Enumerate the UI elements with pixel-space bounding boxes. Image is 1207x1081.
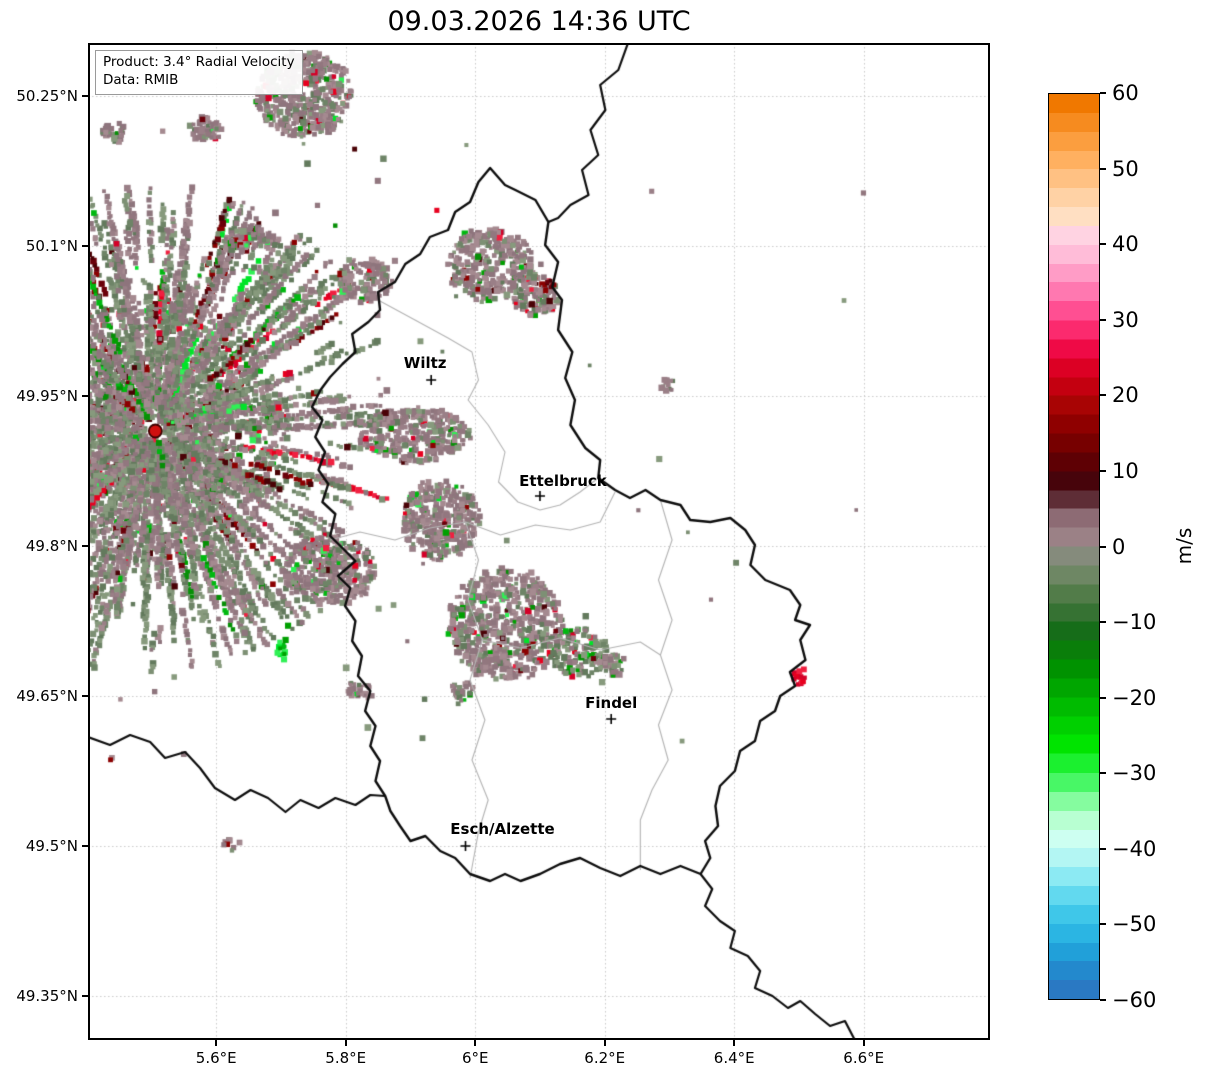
x-tick-label: 6.4°E: [713, 1049, 755, 1067]
colorbar-tick-mark: [1100, 847, 1106, 850]
colorbar-tick-label: −30: [1112, 761, 1157, 786]
colorbar-tick-label: −20: [1112, 685, 1157, 710]
colorbar-tick-label: 0: [1112, 534, 1126, 559]
colorbar-tick-label: 20: [1112, 383, 1139, 408]
product-info-box: Product: 3.4° Radial Velocity Data: RMIB: [95, 50, 303, 95]
x-tick-label: 5.8°E: [325, 1049, 367, 1067]
city-label: Wiltz: [403, 354, 447, 372]
colorbar-tick-mark: [1100, 621, 1106, 624]
timestamp-title: 09.03.2026 14:36 UTC: [387, 6, 691, 37]
colorbar-tick-label: 30: [1112, 307, 1139, 332]
colorbar-tick-label: −50: [1112, 912, 1157, 937]
colorbar-tick-mark: [1100, 243, 1106, 246]
colorbar-tick-mark: [1100, 696, 1106, 699]
x-tick-label: 5.6°E: [195, 1049, 237, 1067]
x-tick-mark: [344, 1040, 347, 1046]
colorbar-tick-label: −10: [1112, 610, 1157, 635]
y-tick-label: 49.65°N: [16, 687, 78, 705]
x-tick-mark: [862, 1040, 865, 1046]
colorbar-tick-label: 40: [1112, 232, 1139, 257]
colorbar-tick-mark: [1100, 469, 1106, 472]
city-label: Ettelbruck: [519, 472, 607, 490]
y-tick-mark: [82, 995, 88, 997]
x-tick-mark: [215, 1040, 218, 1046]
colorbar-unit-label: m/s: [1172, 527, 1196, 565]
y-tick-label: 49.5°N: [25, 837, 78, 855]
colorbar-tick-label: 50: [1112, 156, 1139, 181]
x-tick-label: 6°E: [461, 1049, 489, 1067]
product-label: Product: 3.4° Radial Velocity: [103, 54, 295, 70]
data-source-label: Data: RMIB: [103, 71, 179, 88]
colorbar-tick-mark: [1100, 545, 1106, 548]
city-label: Esch/Alzette: [450, 820, 555, 838]
y-tick-mark: [82, 845, 88, 847]
colorbar-tick-mark: [1100, 167, 1106, 170]
y-tick-mark: [82, 545, 88, 547]
colorbar-tick-label: −40: [1112, 836, 1157, 861]
colorbar-tick-label: 60: [1112, 81, 1139, 105]
y-tick-mark: [82, 695, 88, 697]
colorbar-tick-mark: [1100, 772, 1106, 775]
y-tick-mark: [82, 395, 88, 397]
colorbar-tick-label: −60: [1112, 988, 1157, 1012]
x-tick-mark: [474, 1040, 477, 1046]
y-tick-label: 49.35°N: [16, 987, 78, 1005]
y-tick-label: 49.95°N: [16, 387, 78, 405]
colorbar-tick-mark: [1100, 923, 1106, 926]
x-tick-label: 6.2°E: [584, 1049, 626, 1067]
y-tick-mark: [82, 95, 88, 97]
colorbar-gradient: [1048, 93, 1100, 1000]
y-tick-mark: [82, 245, 88, 247]
y-tick-label: 50.25°N: [16, 87, 78, 105]
colorbar-tick-mark: [1100, 318, 1106, 321]
colorbar-tick-mark: [1100, 92, 1106, 94]
x-tick-label: 6.6°E: [843, 1049, 885, 1067]
colorbar-tick-mark: [1100, 394, 1106, 397]
y-tick-label: 49.8°N: [25, 537, 78, 555]
colorbar-tick-label: 10: [1112, 458, 1139, 483]
colorbar-tick-mark: [1100, 999, 1106, 1001]
map-canvas: [88, 43, 990, 1040]
y-tick-label: 50.1°N: [25, 237, 78, 255]
city-label: Findel: [585, 694, 638, 712]
x-tick-mark: [733, 1040, 736, 1046]
x-tick-mark: [603, 1040, 606, 1046]
map-plot: Product: 3.4° Radial Velocity Data: RMIB…: [88, 43, 990, 1040]
